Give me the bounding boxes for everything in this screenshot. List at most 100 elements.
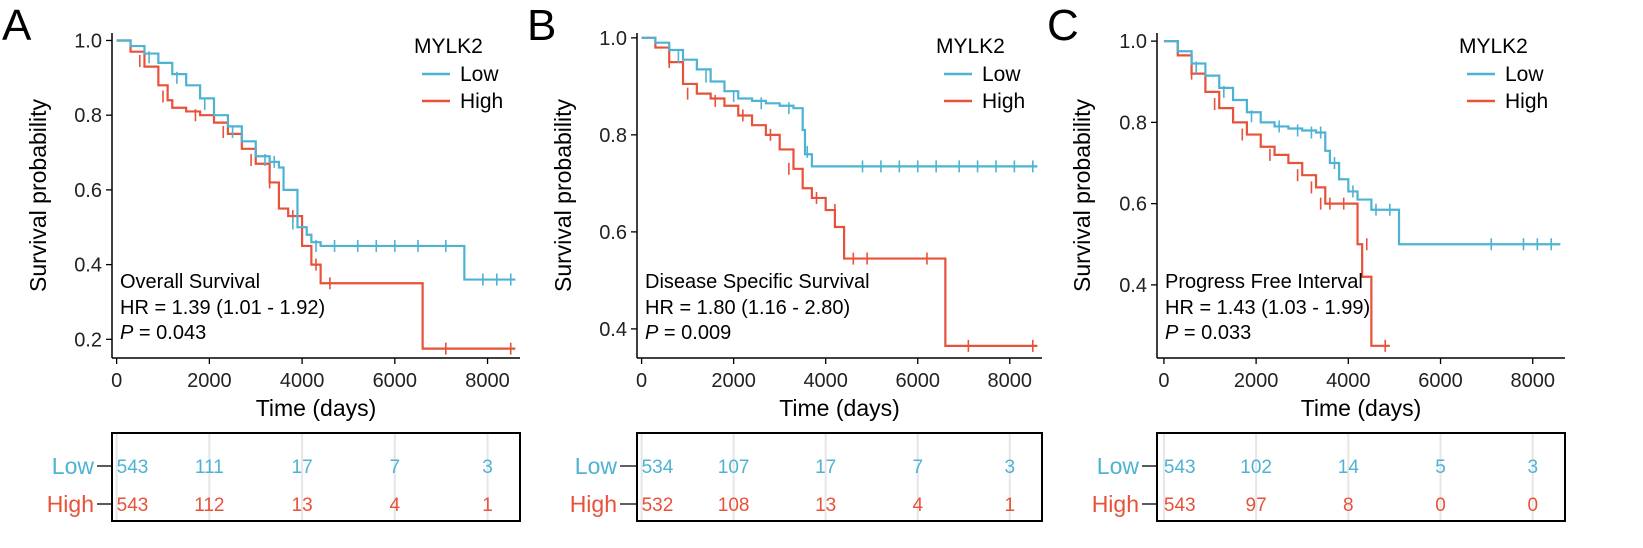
y-tick-label: 0.8 [1119, 112, 1147, 134]
risk-row-label-low: Low [575, 453, 618, 479]
x-axis-label: Time (days) [1301, 395, 1422, 421]
legend-title: MYLK2 [936, 35, 1005, 58]
risk-count-high: 13 [292, 495, 313, 516]
x-tick-label: 4000 [1326, 370, 1371, 392]
p-label: P [645, 322, 659, 344]
x-tick-label: 2000 [1234, 370, 1279, 392]
x-tick-label: 8000 [465, 370, 510, 392]
risk-count-low: 3 [1004, 457, 1015, 478]
p-value: = 0.009 [658, 322, 731, 344]
risk-count-high: 4 [390, 495, 401, 516]
x-tick-label: 6000 [1418, 370, 1463, 392]
p-value: = 0.043 [133, 322, 206, 344]
p-label: P [1165, 322, 1179, 344]
legend-label-high: High [982, 90, 1025, 113]
panel-letter: C [1047, 1, 1079, 50]
risk-count-low: 7 [390, 457, 401, 478]
x-tick-label: 2000 [711, 370, 756, 392]
panel-c: C 0.4 0.6 0.8 1.0 0 2000 4000 6000 8000 Time (day… [1047, 1, 1566, 522]
risk-count-low: 17 [815, 457, 836, 478]
km-curve-low [116, 39, 516, 281]
risk-count-low: 3 [1527, 457, 1538, 478]
risk-count-high: 8 [1343, 495, 1354, 516]
x-axis-label: Time (days) [256, 395, 377, 421]
km-curve-low [1163, 40, 1561, 246]
risk-table-frame [1156, 432, 1566, 522]
risk-count-low: 17 [292, 457, 313, 478]
y-axis-label: Survival probability [550, 98, 576, 292]
risk-count-high: 1 [1004, 495, 1015, 516]
y-tick-label: 0.4 [599, 319, 627, 341]
y-axis-label: Survival probability [1069, 98, 1095, 292]
annotation-hr: HR = 1.80 (1.16 - 2.80) [645, 297, 850, 319]
risk-count-high: 532 [642, 495, 674, 516]
x-axis-label: Time (days) [779, 395, 900, 421]
legend-title: MYLK2 [414, 35, 483, 58]
annotation-hr: HR = 1.39 (1.01 - 1.92) [120, 297, 325, 319]
y-tick-label: 0.2 [74, 329, 102, 351]
x-tick-label: 0 [636, 370, 647, 392]
x-tick-label: 8000 [988, 370, 1033, 392]
p-label: P [120, 322, 134, 344]
p-value: = 0.033 [1178, 322, 1251, 344]
risk-row-label-high: High [570, 491, 617, 517]
risk-table-frame [111, 432, 521, 522]
panel-b: B 0.4 0.6 0.8 1.0 0 2000 4000 6000 8000 Time (day… [527, 1, 1043, 522]
risk-count-high: 4 [912, 495, 923, 516]
x-tick-label: 0 [1158, 370, 1169, 392]
risk-count-high: 0 [1527, 495, 1538, 516]
legend-label-high: High [1505, 90, 1548, 113]
y-tick-label: 0.6 [74, 180, 102, 202]
risk-count-low: 111 [195, 457, 224, 478]
x-tick-label: 6000 [895, 370, 940, 392]
risk-count-high: 13 [815, 495, 836, 516]
risk-table-frame [636, 432, 1043, 522]
legend-label-high: High [460, 90, 503, 113]
x-tick-label: 8000 [1510, 370, 1555, 392]
x-tick-label: 4000 [803, 370, 848, 392]
km-curve-low [641, 36, 1038, 168]
km-curve-high [1163, 40, 1390, 347]
panel-letter: B [527, 1, 556, 50]
risk-row-label-high: High [1092, 491, 1139, 517]
risk-count-high: 108 [718, 495, 750, 516]
risk-count-high: 543 [1164, 495, 1196, 516]
risk-row-label-low: Low [52, 453, 95, 479]
risk-count-high: 543 [117, 495, 149, 516]
y-tick-label: 0.4 [74, 255, 102, 277]
legend-label-low: Low [982, 63, 1021, 86]
annotation-p: P = 0.043 [120, 322, 206, 344]
x-tick-label: 2000 [187, 370, 232, 392]
risk-count-high: 97 [1246, 495, 1267, 516]
y-axis-label: Survival probability [25, 98, 51, 292]
panel-letter: A [2, 1, 32, 50]
risk-row-label-high: High [47, 491, 94, 517]
risk-count-low: 543 [117, 457, 149, 478]
risk-count-low: 5 [1435, 457, 1446, 478]
legend-label-low: Low [460, 63, 499, 86]
risk-count-low: 534 [642, 457, 674, 478]
x-tick-label: 6000 [373, 370, 418, 392]
y-tick-label: 0.8 [599, 125, 627, 147]
risk-count-low: 102 [1240, 457, 1272, 478]
km-curve-high [641, 36, 1038, 347]
x-tick-label: 0 [111, 370, 122, 392]
y-tick-label: 0.6 [599, 222, 627, 244]
y-tick-label: 1.0 [1119, 31, 1147, 53]
annotation-title: Progress Free Interval [1165, 271, 1363, 293]
risk-count-low: 14 [1338, 457, 1360, 478]
y-tick-label: 1.0 [599, 28, 627, 50]
annotation-title: Disease Specific Survival [645, 271, 870, 293]
legend-title: MYLK2 [1459, 35, 1528, 58]
panel-a: A 0.2 0.4 0.6 0.8 1.0 0 2000 4000 6000 8000 Time (… [2, 1, 521, 522]
risk-count-high: 1 [482, 495, 493, 516]
annotation-p: P = 0.033 [1165, 322, 1251, 344]
annotation-p: P = 0.009 [645, 322, 731, 344]
annotation-title: Overall Survival [120, 271, 260, 293]
y-tick-label: 0.6 [1119, 194, 1147, 216]
y-tick-label: 0.4 [1119, 275, 1147, 297]
y-tick-label: 0.8 [74, 105, 102, 127]
risk-count-low: 107 [718, 457, 750, 478]
risk-count-low: 3 [482, 457, 493, 478]
